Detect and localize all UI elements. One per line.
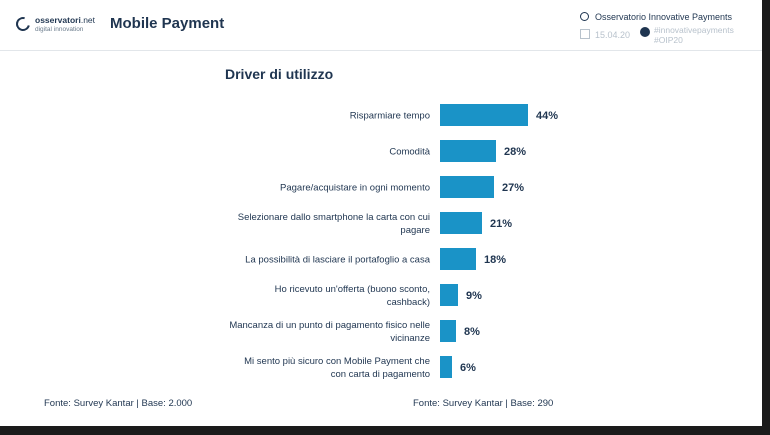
value-label-4: 21% (490, 218, 512, 230)
logo-brand: osservatori.net (35, 15, 95, 25)
date-label: 15.04.20 (595, 30, 631, 40)
value-label-5: 18% (484, 254, 506, 266)
hashtag-1: #innovativepayments (654, 25, 734, 35)
category-label-line: Mancanza di un punto di pagamento fisico… (229, 320, 430, 331)
category-label-line: Risparmiare tempo (350, 111, 430, 122)
bar-4 (440, 212, 482, 234)
category-label-7: Mancanza di un punto di pagamento fisico… (229, 320, 430, 344)
value-label-1: 44% (536, 110, 558, 122)
logo: osservatori.net digital innovation (13, 14, 96, 37)
bar-6 (440, 284, 458, 306)
category-label-6: Ho ricevuto un'offerta (buono sconto, cas… (275, 284, 430, 308)
frame-edge-right (762, 0, 770, 435)
bar-8 (440, 356, 452, 378)
category-label-4: Selezionare dallo smartphone la carta co… (238, 212, 430, 236)
circle-icon (580, 12, 589, 21)
category-label-5: La possibilità di lasciare il portafogli… (245, 255, 431, 266)
org-name: Osservatorio Innovative Payments (580, 12, 732, 22)
bar-1 (440, 104, 528, 126)
twitter-icon (640, 27, 650, 37)
header: osservatori.net digital innovation Mobil… (0, 0, 770, 51)
logo-subtitle: digital innovation (35, 26, 84, 33)
source-note-right: Fonte: Survey Kantar | Base: 290 (413, 398, 554, 409)
category-label-2: Comodità (389, 147, 430, 158)
category-label-line: con carta di pagamento (331, 369, 430, 380)
category-label-line: cashback) (387, 297, 430, 308)
frame-edge-bottom (0, 426, 770, 435)
category-label-line: La possibilità di lasciare il portafogli… (245, 255, 431, 266)
category-label-1: Risparmiare tempo (350, 111, 430, 122)
chart-title: Driver di utilizzo (225, 66, 334, 82)
value-label-7: 8% (464, 326, 480, 338)
value-label-6: 9% (466, 290, 482, 302)
bar-5 (440, 248, 476, 270)
date: 15.04.20 (580, 29, 630, 40)
bar-3 (440, 176, 494, 198)
bar-7 (440, 320, 456, 342)
logo-name: osservatori (35, 15, 81, 25)
value-label-8: 6% (460, 362, 476, 374)
page-title: Mobile Payment (110, 15, 225, 32)
calendar-icon (580, 29, 590, 39)
category-label-8: Mi sento più sicuro con Mobile Payment c… (244, 356, 430, 380)
category-label-3: Pagare/acquistare in ogni momento (280, 183, 430, 194)
category-label-line: Comodità (389, 147, 430, 158)
org-label: Osservatorio Innovative Payments (595, 12, 733, 22)
source-note-left: Fonte: Survey Kantar | Base: 2.000 (44, 398, 193, 409)
hashtags: #innovativepayments #OIP20 (654, 25, 734, 45)
hashtag-2: #OIP20 (654, 35, 683, 45)
category-label-line: Mi sento più sicuro con Mobile Payment c… (244, 356, 430, 367)
category-label-line: Selezionare dallo smartphone la carta co… (238, 212, 430, 223)
category-label-line: vicinanze (390, 333, 430, 344)
value-label-2: 28% (504, 146, 526, 158)
category-label-line: pagare (400, 225, 430, 236)
bar-2 (440, 140, 496, 162)
category-label-line: Pagare/acquistare in ogni momento (280, 183, 430, 194)
value-label-3: 27% (502, 182, 524, 194)
category-label-line: Ho ricevuto un'offerta (buono sconto, (275, 284, 430, 295)
logo-net: .net (80, 15, 96, 25)
